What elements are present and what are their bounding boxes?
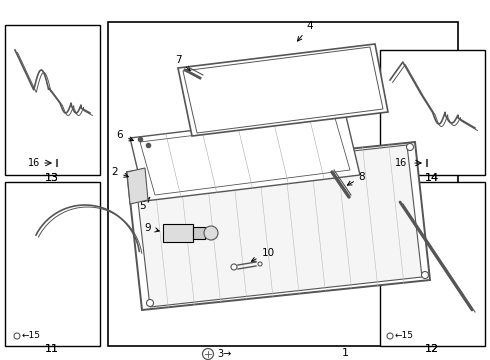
Text: 16: 16 [28,158,40,168]
Circle shape [147,300,153,306]
Circle shape [231,264,237,270]
Text: 14: 14 [425,173,439,183]
Circle shape [137,171,144,179]
Text: 8: 8 [347,172,366,185]
Text: 13: 13 [45,173,59,183]
Text: 10: 10 [251,248,274,261]
Polygon shape [178,44,388,136]
Circle shape [421,271,428,279]
Text: 16: 16 [395,158,407,168]
Text: 4: 4 [297,21,313,41]
Polygon shape [127,168,148,204]
Circle shape [204,226,218,240]
Circle shape [407,144,414,150]
Text: 12: 12 [425,344,439,354]
Text: 5: 5 [139,197,150,211]
Bar [5,182,100,346]
Circle shape [202,348,214,360]
Text: 1: 1 [342,348,348,358]
Circle shape [258,262,262,266]
Text: 2: 2 [112,167,128,177]
Polygon shape [130,112,360,201]
Text: ←15: ←15 [22,332,41,341]
Text: 6: 6 [117,130,133,141]
Text: ←15: ←15 [395,332,414,341]
Bar [380,50,485,175]
Bar [5,25,100,175]
Text: 11: 11 [45,344,59,354]
Bar [380,182,485,346]
Text: 7: 7 [175,55,190,71]
Polygon shape [127,142,430,310]
Polygon shape [135,145,422,307]
Text: 14: 14 [425,173,439,183]
Circle shape [14,333,20,339]
Text: 11: 11 [45,344,59,354]
Text: 13: 13 [45,173,59,183]
Text: 3→: 3→ [217,349,231,359]
Text: 12: 12 [425,344,439,354]
Bar [193,227,205,239]
Polygon shape [183,47,383,133]
Text: 9: 9 [145,223,159,233]
Bar [108,22,458,346]
Circle shape [387,333,393,339]
Bar [163,224,193,242]
Polygon shape [140,118,350,195]
